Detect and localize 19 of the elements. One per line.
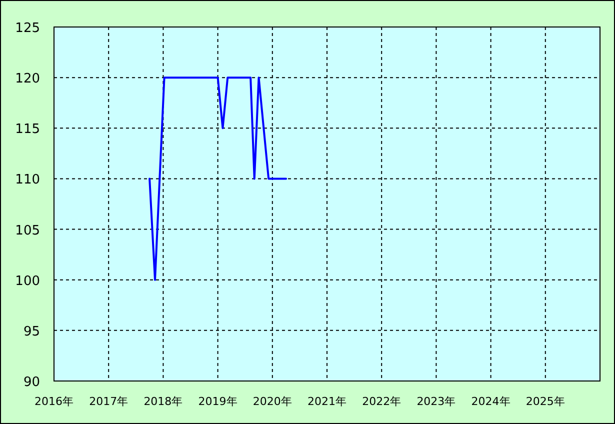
- x-tick-label: 2023年: [416, 395, 456, 408]
- x-tick-label: 2021年: [308, 395, 346, 408]
- y-tick-label: 120: [15, 72, 40, 87]
- y-tick-label: 110: [15, 172, 40, 188]
- x-tick-label: 2019年: [198, 395, 238, 408]
- x-tick-label: 2022年: [362, 395, 402, 408]
- y-tick-label: 115: [15, 122, 40, 138]
- line-series: [148, 76, 288, 281]
- y-tick-label: 100: [15, 274, 40, 289]
- x-tick-label: 2024年: [471, 395, 510, 408]
- x-tick-label: 2017年: [89, 395, 128, 408]
- y-tick-label: 95: [23, 324, 40, 340]
- y-tick-label: 90: [23, 375, 40, 390]
- x-tick-label: 2018年: [144, 395, 183, 408]
- x-tick-label: 2020年: [252, 395, 292, 408]
- x-tick-label: 2025年: [526, 395, 565, 408]
- y-tick-label: 125: [15, 21, 40, 36]
- x-tick-label: 2016年: [34, 395, 74, 408]
- y-tick-label: 105: [15, 223, 40, 238]
